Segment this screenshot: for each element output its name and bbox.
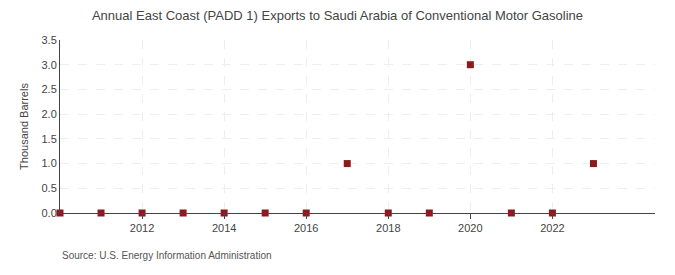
svg-text:Thousand Barrels: Thousand Barrels [18,83,30,170]
svg-text:2022: 2022 [540,222,564,234]
svg-text:1.0: 1.0 [42,157,57,169]
svg-text:2.0: 2.0 [42,108,57,120]
svg-text:2018: 2018 [376,222,400,234]
svg-text:3.5: 3.5 [42,34,57,46]
svg-text:0.5: 0.5 [42,182,57,194]
svg-text:1.5: 1.5 [42,133,57,145]
svg-text:2016: 2016 [294,222,318,234]
svg-text:2020: 2020 [458,222,482,234]
svg-text:2.5: 2.5 [42,83,57,95]
svg-text:3.0: 3.0 [42,59,57,71]
svg-text:0.0: 0.0 [42,207,57,219]
svg-text:2012: 2012 [130,222,154,234]
svg-text:Source: U.S. Energy Informatio: Source: U.S. Energy Information Administ… [62,250,272,261]
svg-text:Annual East Coast (PADD 1) Exp: Annual East Coast (PADD 1) Exports to Sa… [92,8,583,23]
svg-text:2014: 2014 [212,222,236,234]
